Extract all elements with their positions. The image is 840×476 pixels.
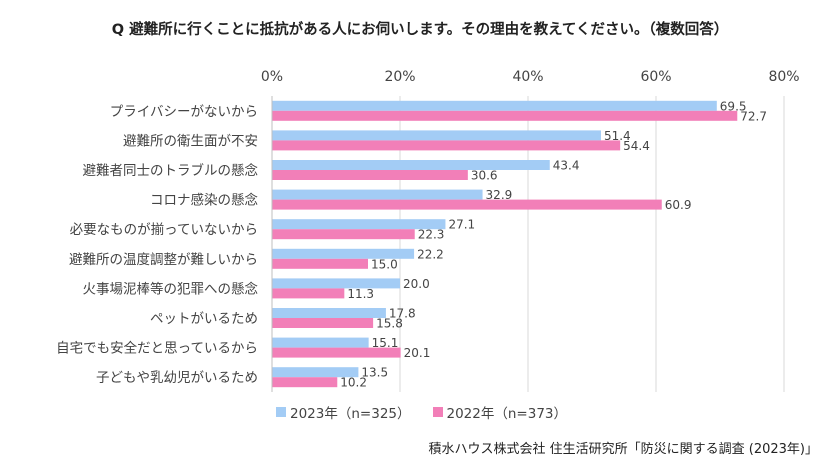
source-caption: 積水ハウス株式会社 住生活研究所「防災に関する調査 (2023年)」 [428,442,819,457]
bar-2022 [272,347,401,358]
bar-2023 [272,367,359,378]
category-label: プライバシーがないから [110,104,258,120]
data-label: 10.2 [340,376,367,390]
category-label: 避難所の温度調整が難しいから [69,252,258,268]
data-label: 30.6 [471,169,498,183]
category-label: 避難所の衛生面が不安 [123,133,258,149]
data-label: 54.4 [623,139,650,153]
category-label: ペットがいるため [150,311,258,327]
bar-2023 [272,308,386,318]
category-label: 避難者同士のトラブルの懸念 [83,162,259,179]
data-label: 22.2 [417,247,444,261]
data-label: 20.0 [403,277,430,291]
data-label: 72.7 [740,109,767,123]
legend-item-2023: 2023年（n=325） [276,402,411,422]
data-label: 17.8 [389,307,416,321]
data-label: 15.1 [372,336,399,350]
bar-2022 [272,258,368,269]
data-label: 22.3 [418,228,445,242]
bar-2023 [272,278,400,289]
category-label: 火事場泥棒等の犯罪への懸念 [83,280,259,297]
bar-2023 [272,100,717,111]
legend-swatch-2023 [276,407,286,417]
category-label: 子どもや乳幼児がいるため [96,370,258,386]
legend-label-2023: 2023年（n=325） [290,406,411,422]
bar-2023 [272,248,415,259]
data-label: 69.5 [720,99,747,113]
data-label: 13.5 [361,366,388,380]
bar-2022 [272,377,338,388]
legend-swatch-2022 [432,407,443,417]
bar-2022 [272,199,662,210]
bar-2023 [272,130,601,141]
legend-item-2022: 2022年（n=373） [432,402,568,422]
data-label: 15.8 [376,317,403,331]
bar-2022 [272,229,415,240]
x-tick-label: 60% [640,69,671,85]
x-tick-label: 0% [261,69,283,85]
legend: 2023年（n=325） 2022年（n=373） [276,402,567,422]
chart-title: Q 避難所に行くことに抵抗がある人にお伺いします。その理由を教えてください。（複… [111,22,729,38]
x-tick-label: 20% [384,69,415,85]
x-tick-label: 40% [512,69,543,85]
bar-2023 [272,160,550,170]
data-label: 32.9 [486,188,513,202]
bar-2022 [272,170,468,180]
bar-2022 [272,288,345,299]
data-label: 43.4 [553,159,580,173]
bar-2023 [272,219,446,230]
data-label: 11.3 [347,287,374,301]
data-label: 60.9 [665,198,692,212]
data-label: 20.1 [404,346,431,360]
bar-2023 [272,337,369,348]
bar-2022 [272,318,374,328]
x-tick-label: 80% [768,69,799,85]
category-label: コロナ感染の懸念 [150,192,258,209]
bar-2023 [272,189,483,200]
bar-2022 [272,140,621,151]
category-label: 必要なものが揃っていないから [70,222,258,238]
bar-2022 [272,110,738,121]
category-label: 自宅でも安全だと思っているから [56,340,258,357]
data-label: 27.1 [448,218,475,232]
legend-label-2022: 2022年（n=373） [446,406,568,422]
data-label: 15.0 [371,257,398,271]
data-label: 51.4 [604,129,631,143]
